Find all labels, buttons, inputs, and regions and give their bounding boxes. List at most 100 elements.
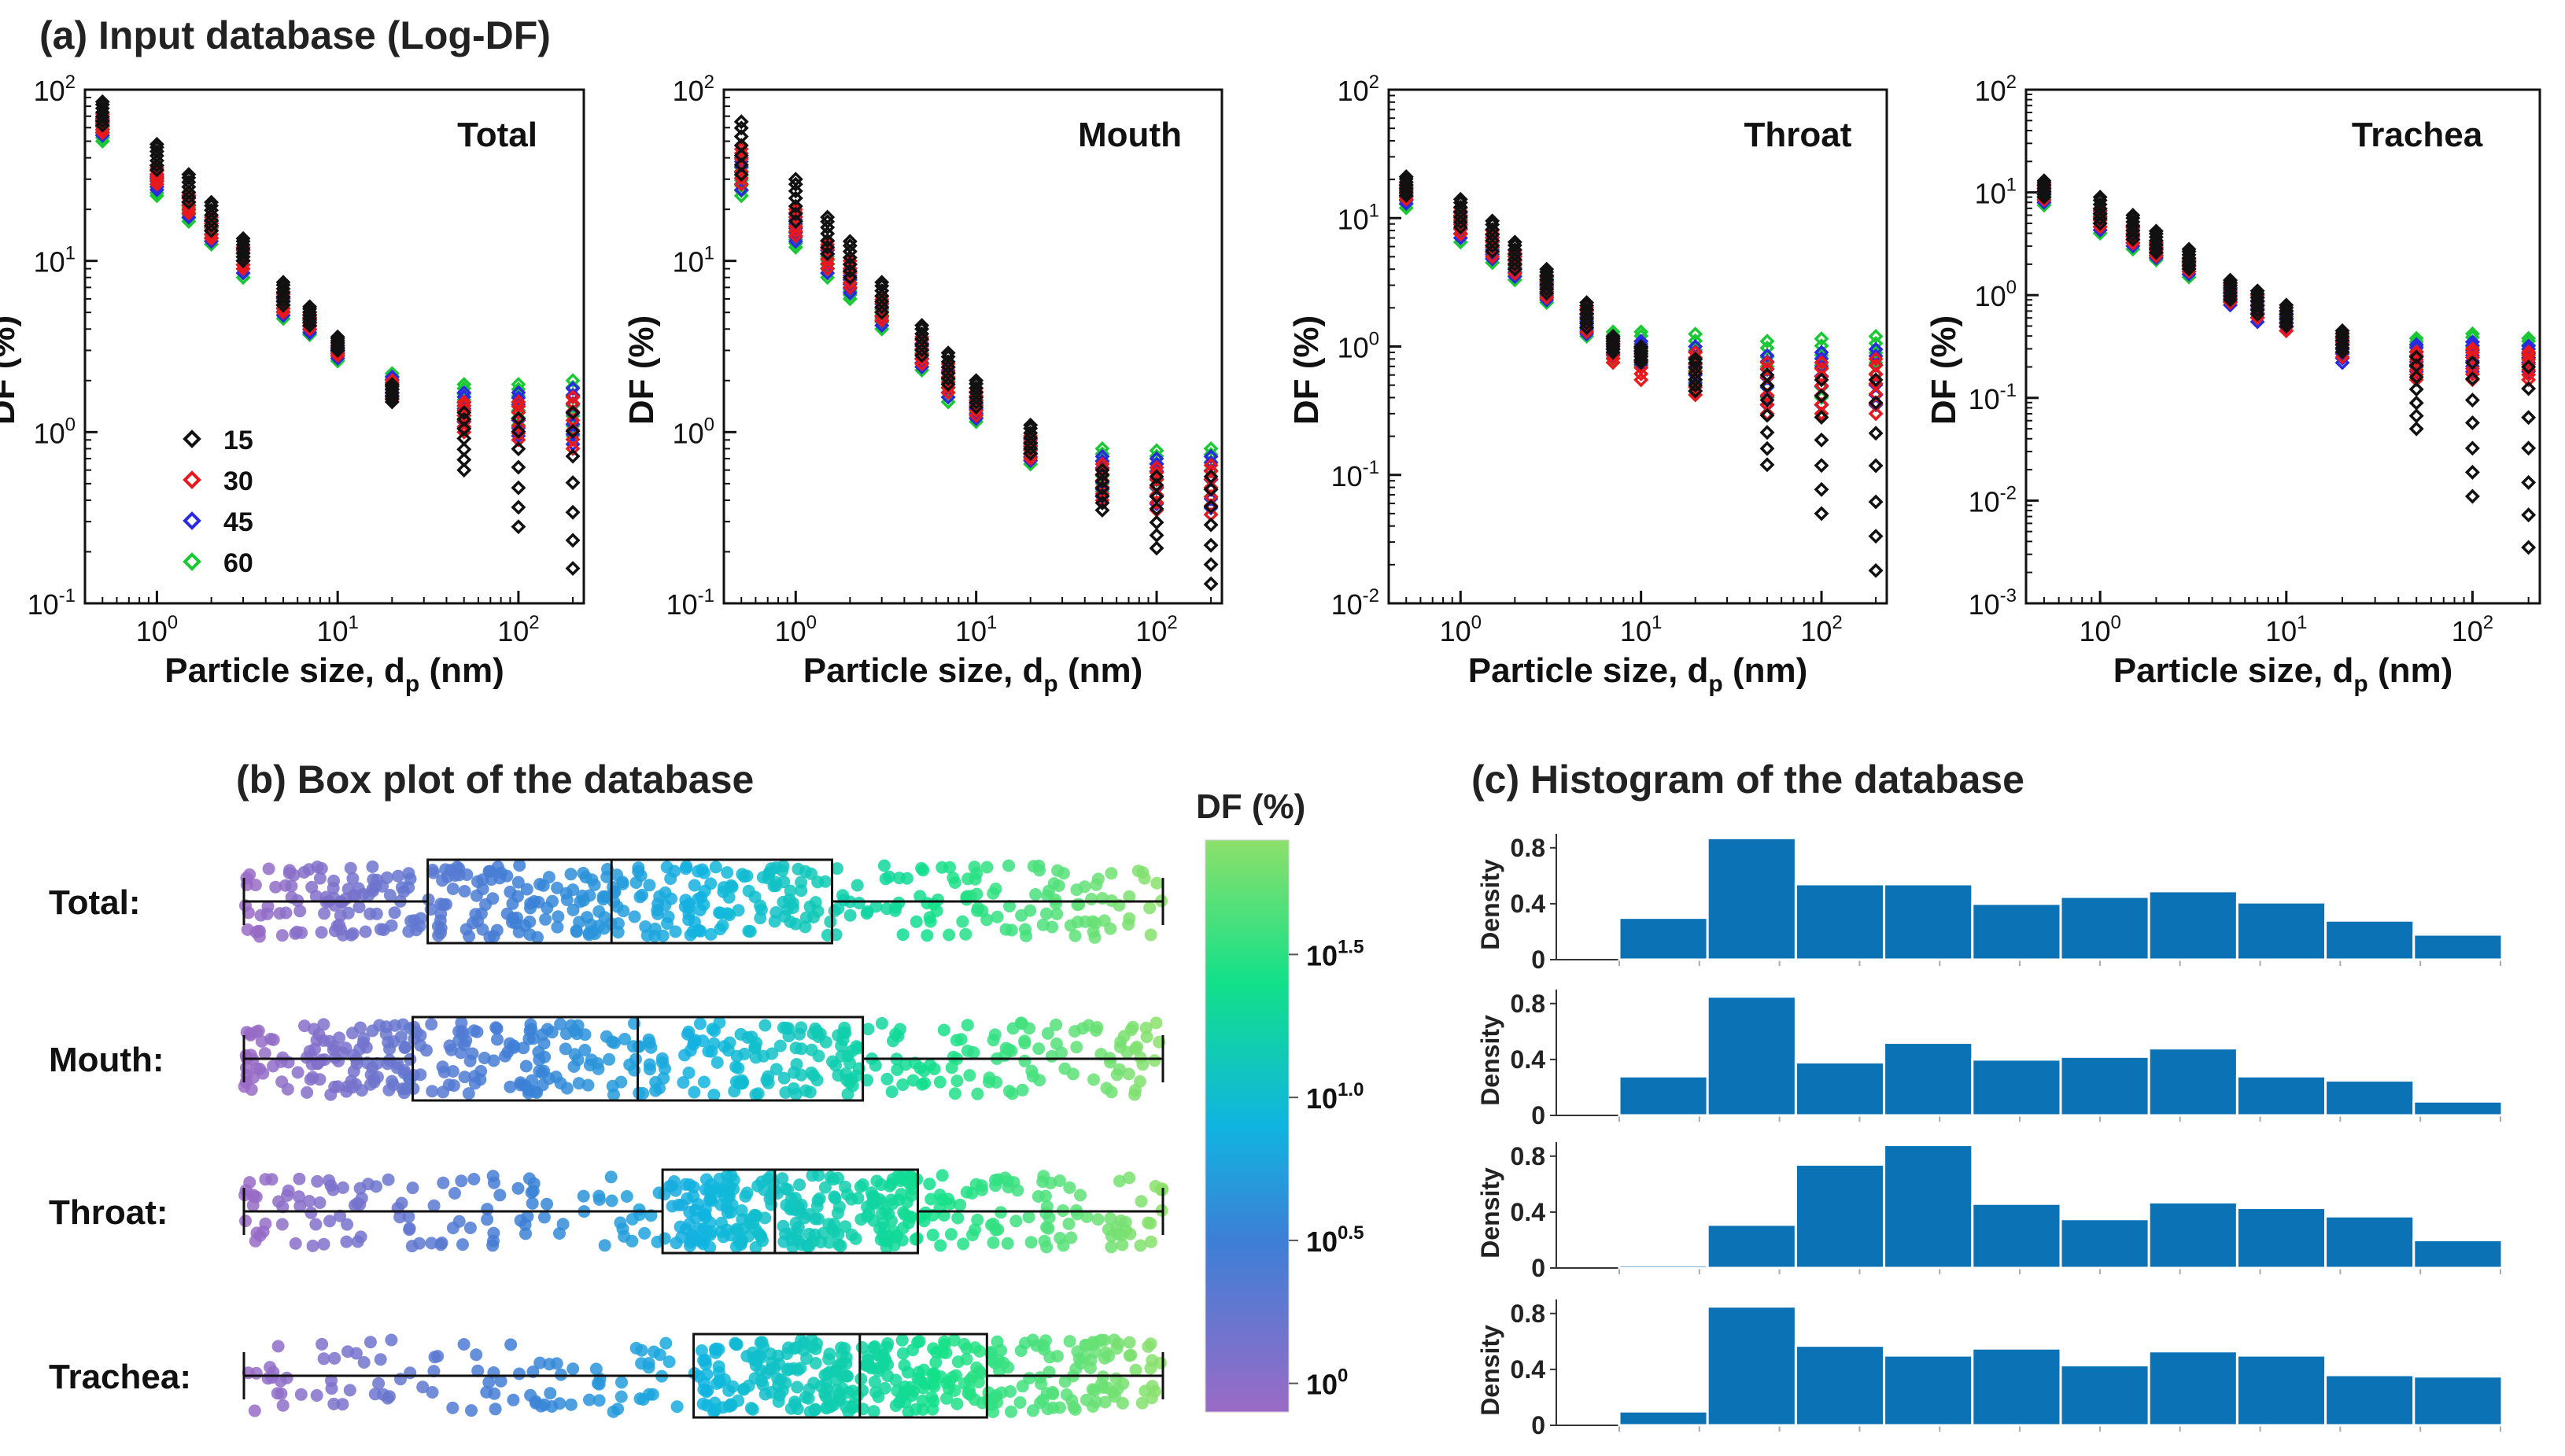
y-axis-label: DF (%) <box>622 315 661 425</box>
jitter-point <box>504 1080 517 1093</box>
jitter-point <box>259 1173 272 1186</box>
jitter-point <box>861 1200 874 1214</box>
jitter-point <box>957 1237 970 1251</box>
jitter-point <box>1032 859 1046 872</box>
jitter-point <box>414 1068 427 1082</box>
y-tick-label: 10-1 <box>28 585 76 621</box>
hist-y-tick-label: 0.4 <box>1511 890 1546 918</box>
jitter-point <box>249 1234 262 1248</box>
jitter-point <box>614 1075 628 1089</box>
jitter-point <box>728 1085 741 1098</box>
x-tick-label: 101 <box>955 612 997 647</box>
data-point <box>94 94 110 109</box>
x-tick-label-base: 10 <box>1800 615 1832 647</box>
y-tick-label: 100 <box>1975 277 2017 312</box>
data-point <box>1868 372 1884 388</box>
jitter-point <box>744 1217 757 1230</box>
jitter-point <box>942 1382 955 1395</box>
legend: 15 30 45 60 <box>183 426 253 578</box>
jitter-point <box>748 1041 762 1054</box>
jitter-point <box>511 875 525 889</box>
x-tick-label: 100 <box>1440 612 1482 647</box>
jitter-point <box>684 1044 697 1057</box>
jitter-point <box>856 1384 869 1397</box>
jitter-point <box>402 1210 415 1223</box>
hist-bar <box>1706 1223 1797 1270</box>
jitter-point <box>551 881 564 894</box>
data-point <box>1759 361 1775 377</box>
data-point <box>456 430 472 446</box>
y-tick-label: 101 <box>673 243 714 278</box>
jitter-point <box>604 1170 618 1184</box>
jitter-point <box>327 1397 341 1410</box>
jitter-point <box>668 864 681 878</box>
data-point <box>1023 417 1039 433</box>
data-point <box>565 389 581 405</box>
data-point <box>181 167 197 182</box>
jitter-point <box>699 1354 712 1366</box>
jitter-point <box>1105 867 1118 880</box>
jitter-point <box>325 1374 338 1388</box>
jitter-point <box>382 1173 395 1186</box>
jitter-point <box>305 880 319 894</box>
data-point <box>1868 395 1884 411</box>
hist-bar <box>1706 1305 1797 1427</box>
jitter-point <box>402 925 415 938</box>
data-point <box>1868 329 1884 345</box>
jitter-point <box>489 1021 503 1034</box>
jitter-point <box>629 1052 642 1066</box>
jitter-point <box>514 1214 527 1227</box>
data-point <box>384 377 400 393</box>
jitter-point <box>293 1172 306 1185</box>
jitter-point <box>1002 1043 1015 1056</box>
hist-bar <box>2412 1375 2504 1427</box>
jitter-point <box>712 1343 725 1356</box>
hist-bar <box>2412 1100 2504 1117</box>
jitter-point <box>989 1174 1002 1187</box>
data-point <box>874 275 890 290</box>
data-point <box>1149 460 1164 475</box>
jitter-point <box>846 1045 858 1057</box>
x-tick-label-exp: 1 <box>987 612 997 633</box>
data-point <box>2408 382 2424 397</box>
jitter-point <box>526 1185 540 1198</box>
jitter-point <box>803 1405 817 1418</box>
jitter-point <box>506 912 519 925</box>
y-tick-label-base: 10 <box>1331 588 1363 621</box>
x-tick-label-base: 10 <box>775 615 806 647</box>
jitter-point <box>765 862 778 875</box>
jitter-point <box>988 1028 1002 1041</box>
jitter-point <box>933 1075 947 1089</box>
jitter-point <box>700 1368 714 1381</box>
x-axis-label-unit: (nm) <box>2368 651 2453 690</box>
x-axis-label-unit: (nm) <box>419 651 504 690</box>
jitter-point <box>1046 1401 1060 1414</box>
hist-y-tick-label: 0 <box>1531 1254 1545 1282</box>
jitter-point <box>956 915 969 928</box>
x-tick-label-exp: 2 <box>529 612 539 633</box>
jitter-point <box>689 1211 703 1225</box>
jitter-point <box>835 1348 848 1362</box>
data-point <box>1605 329 1621 345</box>
jitter-point <box>355 1084 368 1097</box>
jitter-point <box>837 894 851 907</box>
jitter-point <box>905 1211 918 1224</box>
data-point <box>1814 369 1829 385</box>
jitter-point <box>770 1063 783 1076</box>
hist-y-axis-label: Density <box>1476 1015 1504 1106</box>
jitter-point <box>1085 893 1098 905</box>
jitter-point <box>987 887 1000 900</box>
jitter-point <box>303 1195 316 1207</box>
jitter-point <box>1062 1217 1076 1230</box>
jitter-point <box>304 1073 317 1086</box>
jitter-point <box>446 1401 459 1414</box>
jitter-point <box>403 1222 416 1235</box>
jitter-point <box>758 1183 771 1196</box>
jitter-point <box>1143 901 1157 915</box>
jitter-point <box>499 1049 511 1063</box>
data-point <box>565 504 581 520</box>
jitter-point <box>961 1387 975 1400</box>
jitter-point <box>917 1403 929 1416</box>
jitter-point <box>746 1346 759 1359</box>
jitter-point <box>687 1181 700 1194</box>
